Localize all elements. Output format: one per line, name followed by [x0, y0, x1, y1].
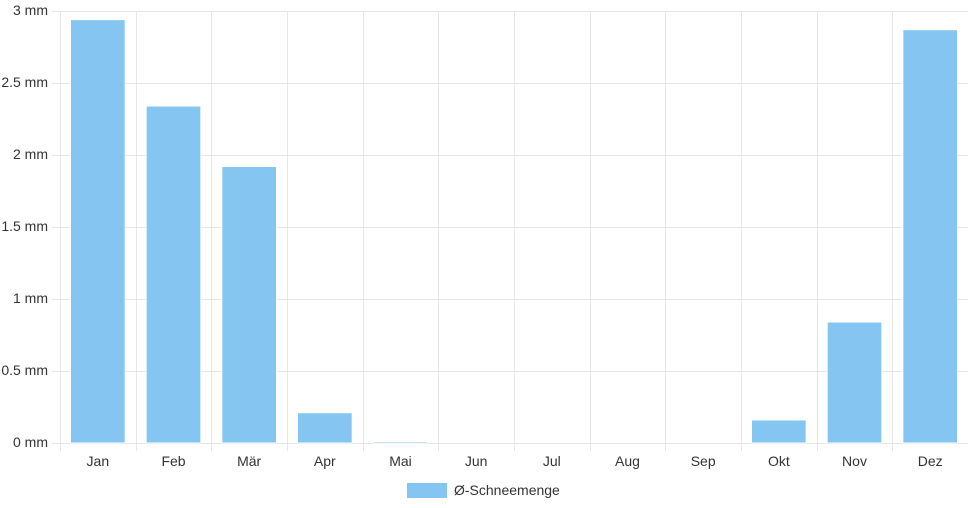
bar[interactable] [902, 29, 958, 444]
x-tick-label: Apr [314, 453, 336, 469]
x-tick-label: Mär [237, 453, 261, 469]
bar[interactable] [221, 166, 277, 444]
x-tick-label: Sep [691, 453, 716, 469]
bar[interactable] [297, 412, 353, 444]
y-tick-label: 1 mm [13, 290, 48, 306]
bar[interactable] [70, 19, 126, 444]
legend[interactable]: Ø-Schneemenge [407, 482, 560, 498]
y-axis-ticks: 0 mm 0.5 mm 1 mm 1.5 mm 2 mm 2.5 mm 3 mm [1, 2, 48, 450]
x-tick-label: Dez [918, 453, 943, 469]
x-tick-label: Okt [768, 453, 790, 469]
y-tick-label: 2.5 mm [1, 74, 48, 90]
bar-series [70, 19, 958, 444]
x-tick-label: Nov [842, 453, 867, 469]
x-tick-label: Jun [465, 453, 488, 469]
x-tick-label: Aug [615, 453, 640, 469]
y-tick-label: 3 mm [13, 2, 48, 18]
x-tick-label: Feb [161, 453, 185, 469]
y-tick-label: 2 mm [13, 146, 48, 162]
x-tick-label: Mai [389, 453, 412, 469]
bar[interactable] [751, 419, 807, 444]
grid [52, 11, 968, 451]
bar[interactable] [145, 105, 202, 444]
bar[interactable] [826, 321, 883, 444]
x-tick-label: Jan [87, 453, 110, 469]
y-tick-label: 0 mm [13, 434, 48, 450]
x-axis-ticks: Jan Feb Mär Apr Mai Jun Jul Aug Sep Okt Nov Dez [87, 453, 943, 469]
y-tick-label: 1.5 mm [1, 218, 48, 234]
x-tick-label: Jul [543, 453, 561, 469]
bar[interactable] [372, 441, 429, 444]
legend-swatch [407, 483, 447, 498]
y-tick-label: 0.5 mm [1, 362, 48, 378]
legend-label: Ø-Schneemenge [454, 482, 560, 498]
